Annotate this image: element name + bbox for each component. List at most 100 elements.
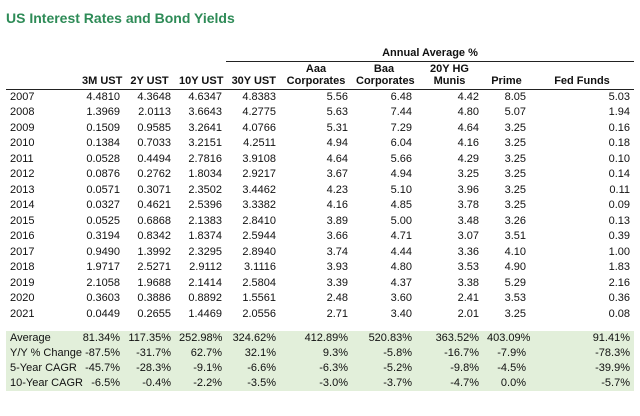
column-header: 3M UST <box>78 61 124 90</box>
summary-value: -9.8% <box>416 361 483 376</box>
table-row: 2015 0.0525 0.6868 2.1383 2.8410 3.89 5.00 3.48… <box>6 214 634 230</box>
value-cell: 0.10 <box>608 152 630 165</box>
summary-value: -4.7% <box>416 376 483 391</box>
year-cell: 2007 <box>10 90 35 103</box>
value-cell: 0.4494 <box>137 152 171 165</box>
year-cell: 2011 <box>10 152 34 165</box>
value-cell: 2.01 <box>457 307 479 320</box>
value-cell: 2.9112 <box>189 261 222 273</box>
summary-value: 403.09% <box>483 331 530 346</box>
value-cell: 1.9717 <box>86 261 120 273</box>
year-cell: 2015 <box>10 214 35 227</box>
value-cell: 2.8940 <box>242 245 276 258</box>
value-cell: 1.4469 <box>188 307 222 320</box>
value-cell: 0.8342 <box>137 230 171 242</box>
table-row: 2019 2.1058 1.9688 2.1414 2.5804 3.39 4.37 3.38… <box>6 276 634 292</box>
value-cell: 3.25 <box>504 199 526 211</box>
value-cell: 1.5561 <box>242 292 276 304</box>
value-cell: 3.53 <box>504 292 526 304</box>
value-cell: 3.48 <box>457 214 479 227</box>
summary-value: -5.7% <box>530 376 634 391</box>
value-cell: 4.64 <box>326 152 348 165</box>
value-cell: 3.2641 <box>188 121 222 134</box>
value-cell: 4.16 <box>326 199 348 211</box>
year-cell: 2013 <box>10 183 35 196</box>
summary-value: -9.1% <box>175 361 226 376</box>
summary-value: -87.5% <box>78 346 124 361</box>
value-cell: 0.3071 <box>137 183 171 196</box>
year-cell: 2020 <box>10 292 35 304</box>
value-cell: 4.64 <box>457 121 479 134</box>
value-cell: 4.90 <box>504 261 526 273</box>
value-cell: 4.80 <box>390 261 412 273</box>
table-row: 2011 0.0528 0.4494 2.7816 3.9108 4.64 5.66 4.29… <box>6 152 634 168</box>
value-cell: 3.25 <box>504 121 526 134</box>
summary-value: -3.7% <box>352 376 416 391</box>
value-cell: 0.1509 <box>86 121 120 134</box>
column-header: Prime <box>483 61 530 90</box>
value-cell: 0.14 <box>608 168 630 180</box>
year-cell: 2021 <box>10 307 35 320</box>
value-cell: 4.2775 <box>242 106 276 118</box>
value-cell: 3.40 <box>390 307 412 320</box>
summary-value: -6.5% <box>78 376 124 391</box>
value-cell: 1.83 <box>608 261 630 273</box>
summary-row: Average 81.34% 117.35% 252.98% 324.62% 412.89… <box>6 331 634 346</box>
value-cell: 2.0556 <box>242 307 276 320</box>
year-cell: 2016 <box>10 230 35 242</box>
summary-value: 520.83% <box>352 331 416 346</box>
value-cell: 1.3992 <box>137 245 171 258</box>
value-cell: 2.5396 <box>188 199 222 211</box>
value-cell: 0.9585 <box>137 121 171 134</box>
summary-value: -0.4% <box>124 376 175 391</box>
summary-value: -39.9% <box>530 361 634 376</box>
value-cell: 5.00 <box>390 214 412 227</box>
summary-value: 0.0% <box>483 376 530 391</box>
value-cell: 0.0327 <box>86 199 120 211</box>
value-cell: 0.36 <box>608 292 630 304</box>
summary-label: Average <box>6 331 78 346</box>
value-cell: 5.31 <box>326 121 348 134</box>
value-cell: 1.9688 <box>137 276 171 289</box>
value-cell: 0.11 <box>609 183 630 196</box>
column-header: 30Y UST <box>226 61 280 90</box>
value-cell: 6.04 <box>390 137 412 149</box>
rates-table: Annual Average % 3M UST 2Y UST 10Y UST 30Y … <box>6 47 634 391</box>
value-cell: 2.5271 <box>137 261 171 273</box>
value-cell: 3.39 <box>326 276 348 289</box>
value-cell: 4.80 <box>457 106 479 118</box>
value-cell: 2.5804 <box>242 276 276 289</box>
value-cell: 3.51 <box>504 230 526 242</box>
value-cell: 2.5944 <box>242 230 276 242</box>
table-row: 2008 1.3969 2.0113 3.6643 4.2775 5.63 7.44 4.80… <box>6 105 634 121</box>
summary-value: -3.5% <box>226 376 280 391</box>
summary-label: 5-Year CAGR <box>6 361 78 376</box>
value-cell: 0.2655 <box>137 307 171 320</box>
summary-value: 9.3% <box>280 346 352 361</box>
summary-value: -6.6% <box>226 361 280 376</box>
value-cell: 3.25 <box>504 168 526 180</box>
year-cell: 2009 <box>10 121 35 134</box>
value-cell: 3.89 <box>326 214 348 227</box>
column-header: Fed Funds <box>530 61 634 90</box>
summary-value: -28.3% <box>124 361 175 376</box>
summary-row: 5-Year CAGR -45.7% -28.3% -9.1% -6.6% -6.3% -5… <box>6 361 634 376</box>
value-cell: 3.38 <box>457 276 479 289</box>
year-cell: 2019 <box>10 276 35 289</box>
summary-value: 324.62% <box>226 331 280 346</box>
value-cell: 0.8892 <box>188 292 222 304</box>
summary-value: -3.0% <box>280 376 352 391</box>
value-cell: 4.37 <box>390 276 412 289</box>
value-cell: 3.93 <box>326 261 348 273</box>
value-cell: 3.1116 <box>243 261 276 273</box>
page-title: US Interest Rates and Bond Yields <box>6 10 235 26</box>
value-cell: 2.1414 <box>188 276 222 289</box>
table-row: 2013 0.0571 0.3071 2.3502 3.4462 4.23 5.10 3.96… <box>6 183 634 199</box>
value-cell: 3.25 <box>504 307 526 320</box>
value-cell: 4.4810 <box>86 90 120 103</box>
summary-value: -7.9% <box>483 346 530 361</box>
value-cell: 4.94 <box>326 137 348 149</box>
table-row: 2018 1.9717 2.5271 2.9112 3.1116 3.93 4.80 3.53… <box>6 260 634 276</box>
table-row: 2014 0.0327 0.4621 2.5396 3.3382 4.16 4.85 3.78… <box>6 198 634 214</box>
table-row: 2020 0.3603 0.3886 0.8892 1.5561 2.48 3.60 2.41… <box>6 291 634 307</box>
